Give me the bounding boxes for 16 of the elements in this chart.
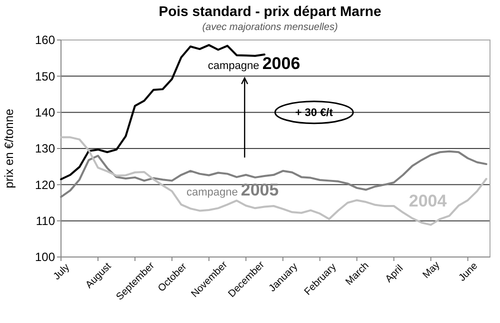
y-tick-label: 120 [34, 178, 56, 192]
series-label: campagne 2005 [186, 180, 279, 200]
line-series [60, 136, 488, 226]
y-tick-label: 150 [34, 69, 56, 84]
x-tick-label: May [420, 260, 442, 281]
series-label: campagne 2006 [208, 54, 300, 73]
y-axis-title: prix en €/tonne [2, 108, 16, 188]
y-tick-label: 140 [34, 106, 56, 120]
y-tick-label: 100 [34, 250, 56, 264]
x-tick-label: July [52, 262, 72, 282]
y-tick-label: 130 [34, 142, 56, 156]
series-label: 2004 [408, 191, 448, 210]
y-tick-label: 160 [34, 33, 56, 48]
y-tick-label: 110 [36, 214, 56, 228]
chart-title: Pois standard - prix départ Marne [158, 3, 382, 19]
chart-subtitle: (avec majorations mensuelles) [202, 22, 338, 33]
